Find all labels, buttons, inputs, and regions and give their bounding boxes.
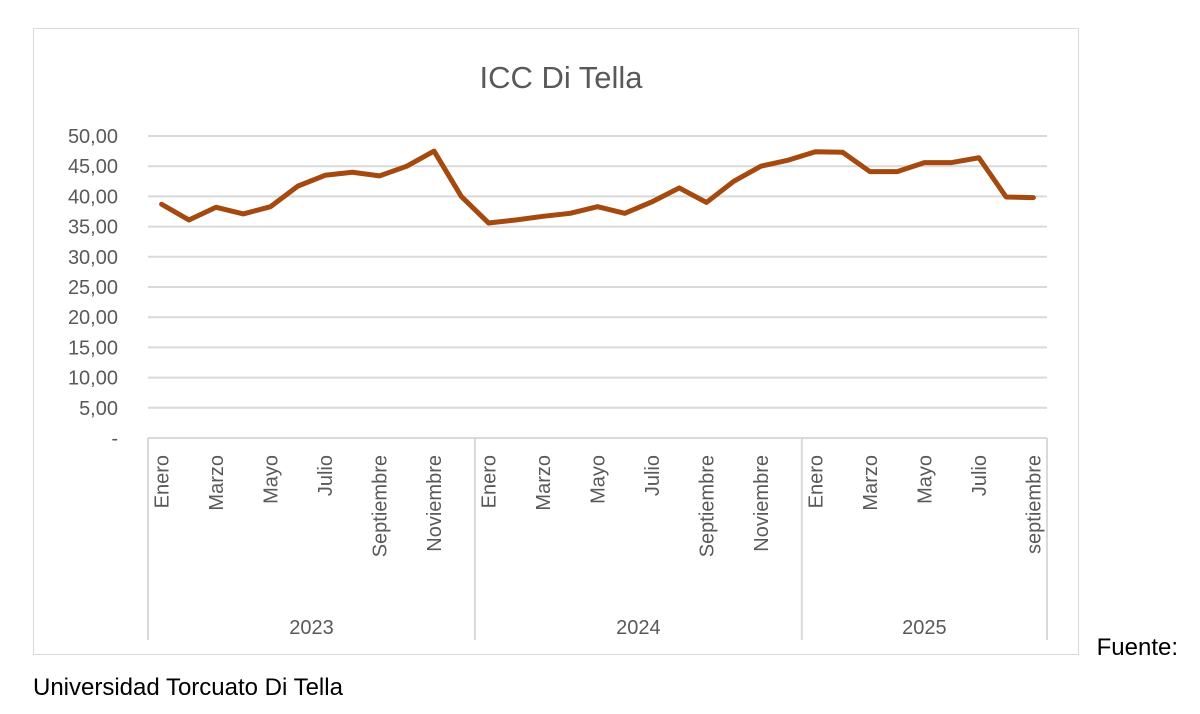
x-tick-label: Marzo	[533, 455, 555, 511]
x-tick-label: Enero	[805, 455, 827, 508]
x-tick-label: Mayo	[261, 455, 283, 504]
y-tick-label: 15,00	[68, 337, 118, 359]
y-tick-label: 50,00	[68, 126, 118, 148]
y-tick-label: 20,00	[68, 307, 118, 329]
x-tick-label: Septiembre	[370, 455, 392, 557]
y-tick-label: 10,00	[68, 368, 118, 390]
y-tick-label: 25,00	[68, 277, 118, 299]
y-tick-label: -	[111, 428, 118, 450]
x-tick-label: Mayo	[588, 455, 610, 504]
y-tick-label: 30,00	[68, 247, 118, 269]
x-tick-label: Septiembre	[696, 455, 718, 557]
x-tick-label: Noviembre	[751, 455, 773, 552]
chart-container	[33, 28, 1079, 655]
x-tick-label: Enero	[152, 455, 174, 508]
x-tick-label: Noviembre	[424, 455, 446, 552]
x-tick-label: Julio	[315, 455, 337, 496]
x-tick-label: Marzo	[860, 455, 882, 511]
chart-title: ICC Di Tella	[479, 60, 643, 95]
year-label: 2023	[289, 617, 334, 639]
year-label: 2024	[616, 617, 661, 639]
y-tick-label: 35,00	[68, 217, 118, 239]
x-tick-label: Marzo	[206, 455, 228, 511]
x-tick-label: Julio	[642, 455, 664, 496]
x-tick-label: septiembre	[1023, 455, 1045, 554]
source-prefix: Fuente:	[1096, 634, 1178, 661]
year-label: 2025	[902, 617, 947, 639]
x-tick-label: Mayo	[914, 455, 936, 504]
y-tick-label: 40,00	[68, 186, 118, 208]
y-tick-label: 5,00	[79, 398, 118, 420]
x-tick-label: Julio	[969, 455, 991, 496]
source-name: Universidad Torcuato Di Tella	[33, 674, 343, 701]
x-tick-label: Enero	[479, 455, 501, 508]
y-tick-label: 45,00	[68, 156, 118, 178]
series-line	[159, 148, 1036, 226]
